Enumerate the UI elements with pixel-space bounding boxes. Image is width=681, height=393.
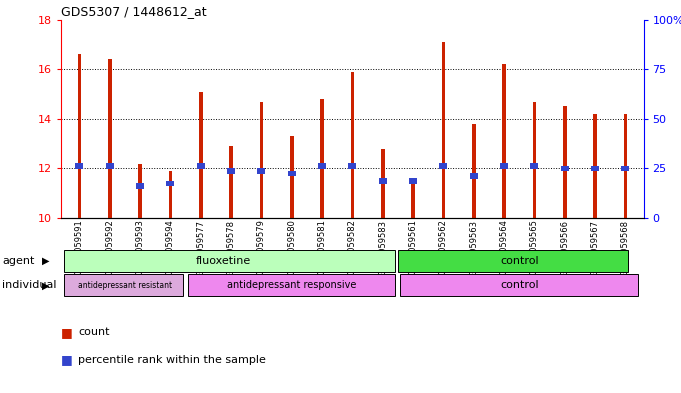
Bar	[381, 149, 385, 218]
Bar	[108, 59, 112, 218]
Bar	[400, 274, 638, 296]
Text: control: control	[500, 256, 539, 266]
Text: antidepressant resistant: antidepressant resistant	[78, 281, 172, 290]
Bar	[257, 168, 266, 174]
Bar	[197, 163, 205, 169]
Bar	[106, 163, 114, 169]
Bar	[621, 166, 629, 171]
Bar	[593, 114, 597, 218]
Text: ▶: ▶	[42, 256, 50, 266]
Bar	[560, 166, 569, 171]
Bar	[136, 183, 144, 189]
Bar	[439, 163, 447, 169]
Bar	[502, 64, 506, 218]
Bar	[379, 178, 387, 184]
Bar	[624, 114, 627, 218]
Bar	[290, 136, 294, 218]
Text: percentile rank within the sample: percentile rank within the sample	[78, 354, 266, 365]
Bar	[530, 163, 539, 169]
Bar	[409, 178, 417, 184]
Bar	[591, 166, 599, 171]
Bar	[398, 250, 628, 272]
Bar	[199, 92, 203, 218]
Text: individual: individual	[2, 280, 57, 290]
Bar	[78, 54, 81, 218]
Text: control: control	[500, 280, 539, 290]
Bar	[229, 146, 233, 218]
Text: ▶: ▶	[42, 280, 50, 290]
Bar	[563, 107, 567, 218]
Bar	[288, 171, 296, 176]
Bar	[411, 181, 415, 218]
Text: antidepressant responsive: antidepressant responsive	[227, 280, 356, 290]
Bar	[349, 163, 356, 169]
Text: fluoxetine: fluoxetine	[196, 256, 251, 266]
Bar	[76, 163, 84, 169]
Bar	[441, 42, 445, 218]
Bar	[169, 171, 172, 218]
Bar	[318, 163, 326, 169]
Text: count: count	[78, 327, 110, 337]
Bar	[500, 163, 508, 169]
Bar	[227, 168, 235, 174]
Text: ■: ■	[61, 325, 73, 339]
Bar	[351, 72, 354, 218]
Bar	[533, 101, 536, 218]
Bar	[64, 250, 396, 272]
Text: agent: agent	[2, 256, 35, 266]
Bar	[188, 274, 396, 296]
Bar	[472, 124, 475, 218]
Bar	[470, 173, 478, 179]
Text: GDS5307 / 1448612_at: GDS5307 / 1448612_at	[61, 6, 207, 18]
Bar	[320, 99, 324, 218]
Text: ■: ■	[61, 353, 73, 366]
Bar	[138, 163, 142, 218]
Bar	[64, 274, 183, 296]
Bar	[166, 181, 174, 186]
Bar	[259, 101, 264, 218]
